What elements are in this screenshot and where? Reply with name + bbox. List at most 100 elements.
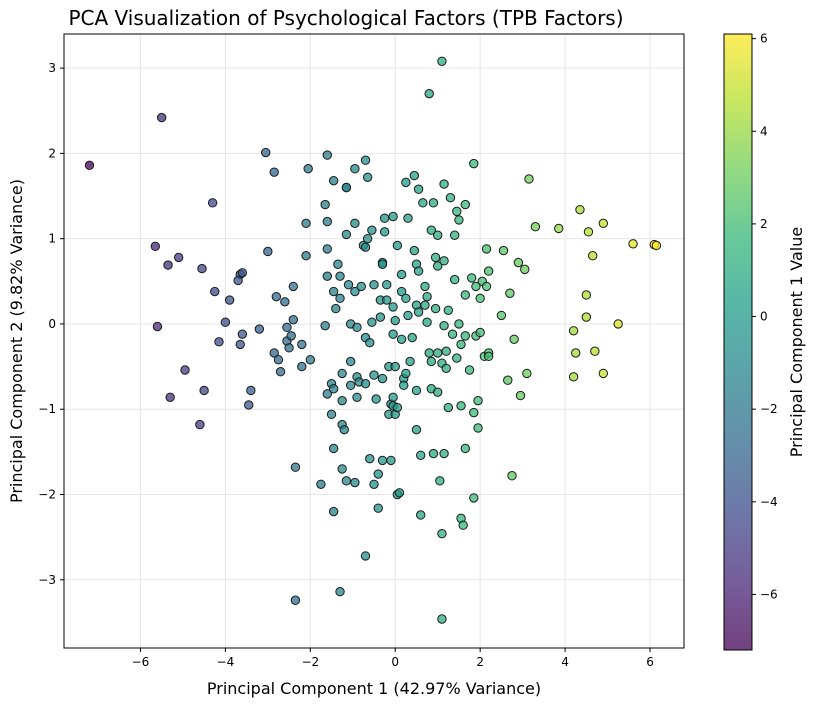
data-point	[275, 367, 286, 377]
data-point	[263, 246, 273, 257]
data-point	[437, 56, 447, 66]
data-point	[503, 375, 513, 385]
data-point	[568, 326, 579, 336]
data-point	[337, 464, 347, 474]
data-point	[651, 240, 662, 251]
data-point	[339, 424, 349, 435]
data-point	[430, 303, 441, 314]
data-point	[401, 293, 411, 304]
data-point	[254, 324, 265, 334]
data-point	[483, 266, 494, 276]
data-point	[320, 199, 330, 210]
data-point	[432, 348, 443, 358]
data-point	[322, 216, 332, 227]
data-point	[405, 356, 415, 367]
colorbar-ticks: −6 −4 −2 0 2 4 6	[752, 32, 778, 601]
data-point	[396, 286, 407, 297]
colorbar-tick-label: 2	[760, 217, 768, 231]
data-point	[197, 263, 207, 274]
data-point	[156, 112, 167, 123]
data-point	[407, 332, 417, 343]
data-point	[432, 230, 443, 240]
data-point	[628, 239, 638, 249]
colorbar-label: Principal Component 1 Value	[787, 227, 806, 457]
data-point	[399, 380, 409, 391]
data-point	[282, 322, 292, 333]
data-point	[437, 614, 447, 624]
data-point	[377, 455, 388, 466]
data-point	[301, 218, 311, 229]
data-point	[441, 346, 451, 356]
data-point	[388, 211, 398, 222]
data-point	[469, 407, 479, 418]
y-tick-label: 0	[48, 317, 56, 331]
data-point	[365, 338, 375, 348]
data-point	[337, 368, 347, 379]
data-point	[401, 177, 411, 188]
data-point	[328, 384, 339, 394]
data-point	[469, 158, 479, 169]
data-point	[377, 373, 388, 384]
data-point	[475, 327, 485, 338]
y-tick-label: −2	[38, 488, 56, 502]
data-point	[449, 230, 460, 240]
data-point	[382, 280, 392, 290]
data-point	[598, 218, 609, 229]
chart-title: PCA Visualization of Psychological Facto…	[68, 6, 623, 30]
data-point	[284, 343, 294, 353]
data-point	[452, 353, 462, 363]
data-point	[326, 409, 337, 420]
data-point	[341, 182, 352, 193]
data-point	[581, 312, 592, 322]
data-point	[335, 587, 345, 597]
data-point	[165, 392, 175, 402]
data-point	[297, 361, 307, 372]
data-point	[430, 252, 441, 263]
data-point	[367, 225, 377, 235]
data-point	[416, 450, 426, 460]
data-point	[390, 361, 400, 372]
data-point	[439, 256, 449, 266]
data-point	[590, 346, 600, 356]
data-point	[613, 319, 623, 329]
data-point	[413, 184, 424, 194]
data-point	[360, 155, 371, 165]
data-point	[481, 244, 492, 254]
data-point	[439, 448, 449, 459]
data-point	[413, 266, 424, 276]
data-point	[568, 372, 579, 382]
data-point	[396, 269, 407, 280]
data-point	[328, 506, 339, 517]
data-point	[392, 402, 403, 413]
data-point	[456, 401, 466, 411]
data-point	[322, 271, 332, 281]
data-point	[507, 471, 517, 481]
data-point	[207, 198, 218, 208]
data-point	[456, 339, 466, 350]
y-axis-label: Principal Component 2 (9.82% Variance)	[7, 179, 26, 503]
data-point	[333, 259, 343, 269]
data-point	[435, 476, 445, 486]
data-point	[439, 320, 449, 331]
data-point	[244, 400, 254, 410]
data-point	[365, 453, 375, 464]
data-point	[403, 213, 413, 223]
data-point	[382, 295, 392, 305]
data-point	[475, 293, 485, 304]
data-point	[587, 251, 598, 261]
data-point	[322, 244, 332, 254]
data-point	[598, 368, 609, 379]
data-point	[233, 275, 243, 286]
data-point	[575, 204, 585, 215]
data-point	[271, 291, 282, 302]
data-point	[515, 390, 526, 401]
data-point	[426, 356, 437, 367]
data-point	[328, 443, 339, 454]
data-point	[422, 291, 432, 302]
x-tick-label: 6	[646, 655, 654, 669]
data-point	[341, 476, 352, 486]
data-point	[403, 310, 413, 321]
data-point	[432, 261, 443, 271]
